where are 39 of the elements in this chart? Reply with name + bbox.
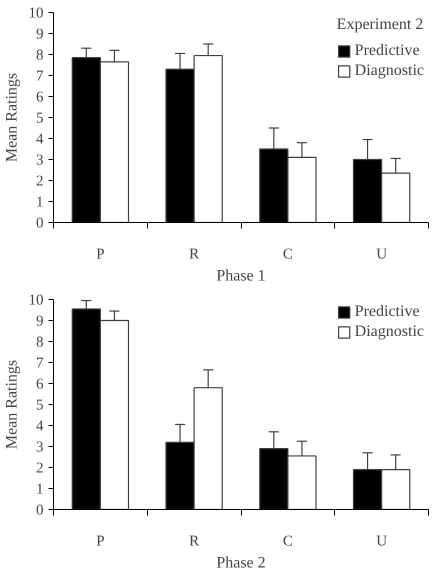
- x-tick-label: P: [96, 246, 105, 262]
- x-tick-label: C: [282, 534, 293, 550]
- legend-label: Diagnostic: [354, 323, 424, 341]
- x-tick-label: U: [376, 246, 388, 262]
- legend-label: Diagnostic: [354, 62, 424, 80]
- y-tick-label: 9: [36, 314, 44, 330]
- y-tick-label: 2: [36, 174, 44, 190]
- y-tick-label: 3: [36, 440, 44, 456]
- y-tick-label: 1: [36, 482, 44, 498]
- x-tick-label: R: [189, 246, 200, 262]
- y-tick-label: 9: [36, 26, 44, 42]
- x-tick-label: R: [189, 534, 200, 550]
- x-tick-label: P: [96, 534, 105, 550]
- y-tick-label: 6: [36, 90, 44, 106]
- x-axis-title: Phase 1: [216, 268, 266, 284]
- y-tick-label: 0: [36, 502, 44, 518]
- legend-label: Predictive: [354, 303, 420, 321]
- x-tick-label: U: [376, 534, 388, 550]
- y-axis-title: Mean Ratings: [4, 72, 20, 162]
- y-tick-label: 2: [36, 460, 44, 476]
- x-tick-label: C: [282, 246, 293, 262]
- y-tick-label: 10: [28, 6, 44, 22]
- y-tick-label: 4: [36, 132, 44, 148]
- y-tick-label: 5: [36, 398, 44, 414]
- y-axis-title: Mean Ratings: [4, 360, 20, 450]
- y-tick-label: 10: [28, 292, 44, 308]
- y-tick-label: 4: [36, 418, 44, 434]
- x-axis-title: Phase 2: [216, 554, 266, 572]
- y-tick-label: 3: [36, 152, 44, 168]
- y-tick-label: 8: [36, 334, 44, 350]
- y-tick-label: 7: [36, 356, 44, 372]
- legend-title: Experiment 2: [336, 16, 424, 34]
- legend-label: Predictive: [354, 42, 420, 60]
- y-tick-label: 0: [36, 216, 44, 232]
- y-tick-label: 5: [36, 110, 44, 126]
- y-tick-label: 7: [36, 68, 44, 84]
- y-tick-label: 8: [36, 48, 44, 64]
- y-tick-label: 6: [36, 376, 44, 392]
- y-tick-label: 1: [36, 194, 44, 210]
